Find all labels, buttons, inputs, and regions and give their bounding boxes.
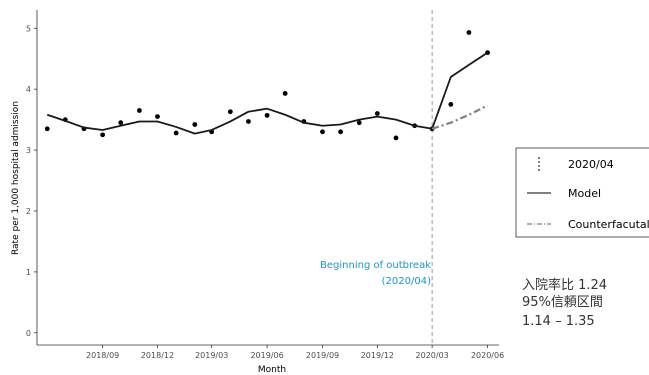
- x-tick-label: 2019/06: [250, 351, 283, 360]
- legend-label-model: Model: [568, 187, 601, 200]
- y-tick-label: 2: [26, 207, 31, 216]
- series-layer: [44, 30, 490, 141]
- y-tick-label: 5: [26, 24, 31, 33]
- legend-label-event: 2020/04: [568, 158, 614, 171]
- x-tick-label: 2019/12: [361, 351, 394, 360]
- observed-point: [374, 111, 380, 116]
- observed-point: [448, 102, 454, 107]
- y-tick-label: 1: [26, 268, 31, 277]
- observed-point: [282, 91, 288, 96]
- x-tick-label: 2018/12: [141, 351, 174, 360]
- x-axis-title: Month: [258, 365, 286, 375]
- observed-point: [136, 108, 142, 113]
- x-ticks: 2018/09 2018/12 2019/03 2019/06 2019/09 2019/…: [86, 345, 504, 360]
- observed-point: [100, 132, 106, 138]
- ci-label-text: 95%信頼区間: [522, 295, 603, 310]
- counterfactual-line: [431, 104, 489, 130]
- annotation-line-2: (2020/04): [382, 276, 431, 287]
- plot-area: 0 1 2 3 4 5 2018/09 2018/12 2019/03 2019/06 2019/…: [26, 10, 504, 360]
- x-tick-label: 2018/09: [86, 351, 119, 360]
- observed-point: [320, 129, 325, 135]
- x-tick-label: 2019/03: [195, 351, 228, 360]
- observed-point: [227, 109, 233, 115]
- x-tick-label: 2020/03: [416, 351, 449, 360]
- observed-point: [338, 129, 343, 135]
- observed-point: [264, 112, 270, 118]
- observed-point: [155, 114, 160, 119]
- y-tick-label: 3: [26, 146, 31, 155]
- annotation-line-1: Beginning of outbreak: [320, 260, 431, 271]
- observed-point: [356, 120, 362, 126]
- y-axis-title: Rate per 1,000 hospital admission: [11, 101, 21, 255]
- observed-point: [466, 30, 472, 35]
- observed-point: [246, 119, 251, 124]
- x-tick-label: 2020/06: [471, 351, 504, 360]
- legend-label-counterfactual: Counterfacutal: [568, 218, 649, 231]
- observed-point: [192, 122, 198, 127]
- observed-point: [393, 135, 399, 141]
- side-note: 入院率比 1.24 95%信頼区間 1.14 – 1.35: [522, 277, 607, 329]
- x-tick-label: 2019/09: [306, 351, 339, 360]
- legend: 2020/04 Model Counterfacutal: [515, 147, 649, 238]
- observed-point: [44, 126, 50, 132]
- ci-range-text: 1.14 – 1.35: [522, 314, 595, 329]
- rate-ratio-text: 入院率比 1.24: [522, 277, 607, 293]
- model-line: [46, 51, 489, 135]
- y-ticks: 0 1 2 3 4 5: [26, 24, 37, 338]
- y-tick-label: 0: [26, 329, 31, 338]
- y-tick-label: 4: [26, 85, 31, 94]
- observed-point: [118, 120, 124, 126]
- observed-point: [173, 130, 179, 136]
